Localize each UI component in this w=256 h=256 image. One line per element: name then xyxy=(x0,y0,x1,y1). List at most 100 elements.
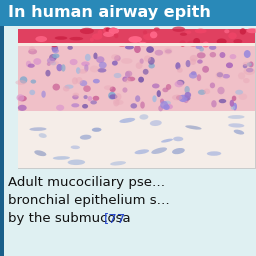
Ellipse shape xyxy=(125,45,134,49)
Ellipse shape xyxy=(52,54,59,58)
Ellipse shape xyxy=(232,95,236,101)
Ellipse shape xyxy=(35,36,47,42)
Text: Adult mucociliary pse…: Adult mucociliary pse… xyxy=(8,176,165,189)
Ellipse shape xyxy=(85,54,91,61)
Ellipse shape xyxy=(185,125,201,130)
Ellipse shape xyxy=(231,105,235,110)
Ellipse shape xyxy=(56,105,64,111)
Ellipse shape xyxy=(191,71,196,75)
Ellipse shape xyxy=(247,28,256,33)
Ellipse shape xyxy=(243,64,247,68)
Ellipse shape xyxy=(98,30,102,36)
Ellipse shape xyxy=(210,52,216,57)
Ellipse shape xyxy=(29,127,47,131)
Ellipse shape xyxy=(113,99,120,106)
Ellipse shape xyxy=(209,45,216,50)
Ellipse shape xyxy=(160,99,164,104)
Ellipse shape xyxy=(186,60,190,67)
Ellipse shape xyxy=(121,58,133,64)
Ellipse shape xyxy=(134,45,141,53)
Bar xyxy=(18,45,255,111)
Ellipse shape xyxy=(249,61,254,67)
Ellipse shape xyxy=(180,33,187,36)
Ellipse shape xyxy=(164,104,173,110)
Ellipse shape xyxy=(246,68,253,72)
Ellipse shape xyxy=(29,46,35,51)
Bar xyxy=(0,0,256,26)
Ellipse shape xyxy=(243,78,250,83)
Ellipse shape xyxy=(176,95,183,100)
Ellipse shape xyxy=(151,147,167,154)
Ellipse shape xyxy=(28,49,37,55)
Ellipse shape xyxy=(198,90,206,95)
Ellipse shape xyxy=(135,95,140,102)
Ellipse shape xyxy=(179,95,188,102)
Ellipse shape xyxy=(83,85,91,92)
Ellipse shape xyxy=(190,55,198,61)
Ellipse shape xyxy=(18,105,27,111)
Ellipse shape xyxy=(52,84,60,91)
Ellipse shape xyxy=(155,50,163,56)
Text: bronchial epithelium s…: bronchial epithelium s… xyxy=(8,194,170,207)
Ellipse shape xyxy=(228,115,244,119)
Ellipse shape xyxy=(57,64,62,71)
Ellipse shape xyxy=(146,46,154,53)
Ellipse shape xyxy=(160,101,168,109)
Ellipse shape xyxy=(47,62,51,66)
Ellipse shape xyxy=(175,62,180,70)
Ellipse shape xyxy=(173,137,183,141)
Ellipse shape xyxy=(219,52,225,58)
Ellipse shape xyxy=(189,72,197,79)
Ellipse shape xyxy=(55,36,67,40)
Ellipse shape xyxy=(53,156,70,160)
Ellipse shape xyxy=(45,70,50,77)
Ellipse shape xyxy=(230,54,236,59)
Ellipse shape xyxy=(148,63,155,68)
Ellipse shape xyxy=(80,28,94,34)
Ellipse shape xyxy=(172,148,185,154)
Ellipse shape xyxy=(197,52,206,58)
Ellipse shape xyxy=(166,84,171,90)
Ellipse shape xyxy=(157,90,161,97)
Ellipse shape xyxy=(103,27,110,33)
Ellipse shape xyxy=(49,54,57,61)
Ellipse shape xyxy=(109,94,118,99)
Ellipse shape xyxy=(112,61,118,66)
Ellipse shape xyxy=(177,80,185,85)
Ellipse shape xyxy=(207,151,221,156)
Ellipse shape xyxy=(136,62,143,69)
Ellipse shape xyxy=(150,31,157,38)
Ellipse shape xyxy=(69,37,83,40)
Ellipse shape xyxy=(129,36,142,43)
Ellipse shape xyxy=(72,77,78,84)
Ellipse shape xyxy=(202,66,209,73)
Ellipse shape xyxy=(187,40,200,46)
Ellipse shape xyxy=(53,55,57,59)
Ellipse shape xyxy=(72,95,79,99)
Ellipse shape xyxy=(217,87,225,94)
Ellipse shape xyxy=(244,50,251,58)
Ellipse shape xyxy=(51,42,58,47)
Ellipse shape xyxy=(228,123,244,127)
Ellipse shape xyxy=(163,104,170,110)
Ellipse shape xyxy=(49,61,59,65)
Ellipse shape xyxy=(93,79,100,83)
Ellipse shape xyxy=(92,127,101,132)
Ellipse shape xyxy=(165,49,172,54)
Ellipse shape xyxy=(29,90,35,95)
Ellipse shape xyxy=(82,104,88,109)
Ellipse shape xyxy=(184,95,190,101)
Ellipse shape xyxy=(84,64,89,72)
Ellipse shape xyxy=(140,58,144,64)
Ellipse shape xyxy=(63,86,70,91)
Bar xyxy=(18,43,255,46)
Ellipse shape xyxy=(154,27,160,31)
Ellipse shape xyxy=(138,77,144,83)
Ellipse shape xyxy=(202,41,209,48)
Ellipse shape xyxy=(131,103,137,109)
Ellipse shape xyxy=(68,159,85,165)
Ellipse shape xyxy=(185,86,190,93)
Ellipse shape xyxy=(50,61,56,65)
Ellipse shape xyxy=(150,120,162,126)
Ellipse shape xyxy=(81,61,90,66)
